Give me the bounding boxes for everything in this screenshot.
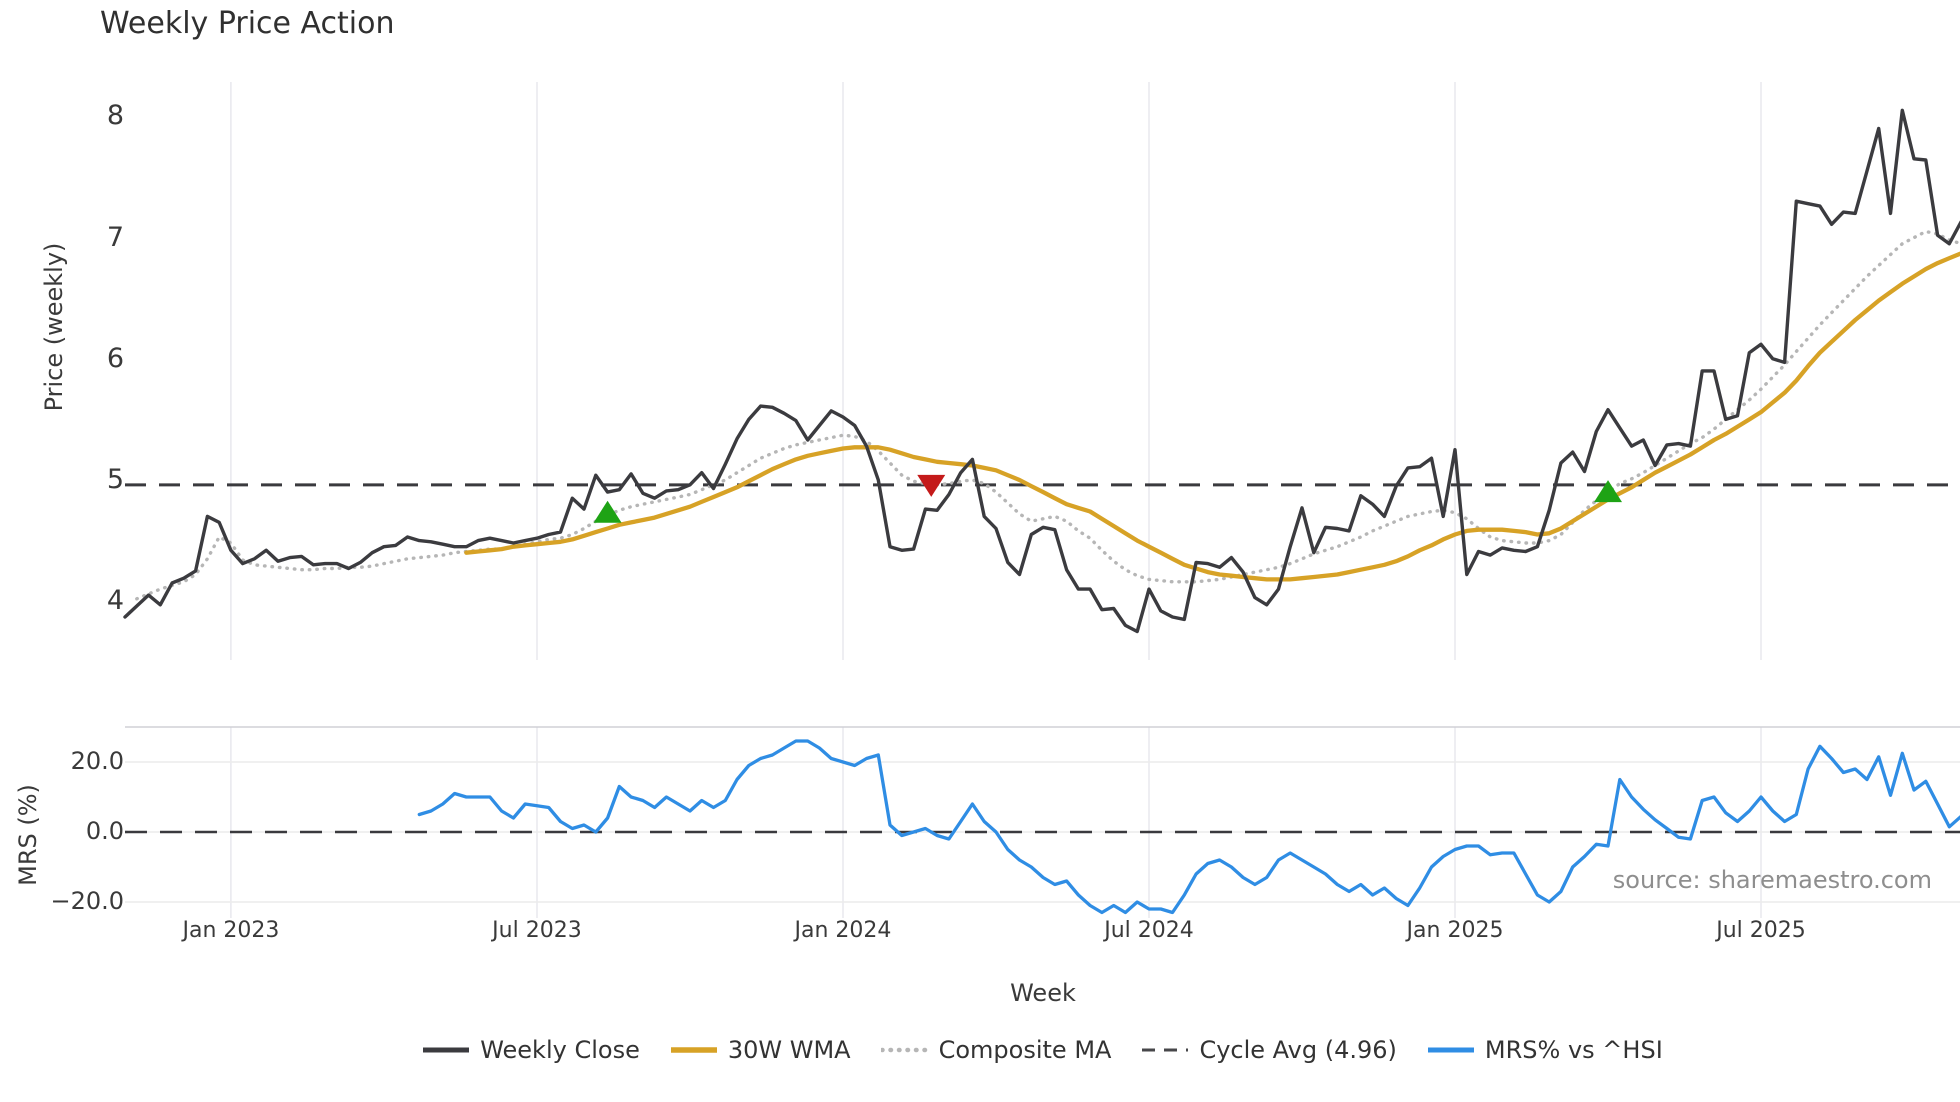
source-note: source: sharemaestro.com	[1612, 866, 1932, 894]
legend-label: Weekly Close	[480, 1036, 640, 1064]
legend-swatch	[1427, 1047, 1474, 1053]
legend-swatch	[880, 1047, 929, 1053]
legend-item: Weekly Close	[422, 1036, 640, 1064]
legend-label: Cycle Avg (4.96)	[1199, 1036, 1397, 1064]
x-tick: Jan 2024	[794, 918, 892, 943]
legend-swatch	[670, 1047, 717, 1053]
x-axis-label: Week	[1010, 979, 1076, 1007]
price-y-tick: 4	[106, 585, 124, 617]
chart-title: Weekly Price Action	[100, 6, 395, 41]
legend-item: Cycle Avg (4.96)	[1141, 1036, 1397, 1064]
price-y-tick: 7	[106, 221, 124, 253]
legend-label: 30W WMA	[727, 1036, 851, 1064]
legend-item: MRS% vs ^HSI	[1427, 1036, 1663, 1064]
weekly-close-line	[123, 108, 1960, 634]
mrs-y-tick: 20.0	[70, 747, 124, 775]
x-tick: Jul 2024	[1104, 918, 1194, 943]
legend-swatch	[423, 1047, 470, 1053]
x-tick: Jul 2025	[1716, 918, 1806, 943]
legend-item: Composite MA	[880, 1036, 1112, 1064]
wma30-line	[464, 251, 1960, 582]
signal-marker-up	[1594, 480, 1623, 503]
x-tick: Jul 2023	[492, 918, 582, 943]
legend-label: MRS% vs ^HSI	[1484, 1036, 1663, 1064]
signal-marker-down	[917, 474, 946, 497]
price-y-tick: 5	[106, 464, 124, 495]
composite-ma-line	[135, 229, 1960, 601]
x-tick: Jan 2023	[182, 918, 280, 943]
legend-item: 30W WMA	[670, 1036, 851, 1064]
signal-marker-up	[593, 500, 622, 523]
mrs-line	[417, 739, 1960, 915]
mrs-y-tick: 0.0	[85, 817, 124, 845]
mrs-y-tick: −20.0	[50, 887, 124, 915]
x-tick: Jan 2025	[1406, 918, 1504, 943]
price-y-axis-label: Price (weekly)	[40, 242, 68, 412]
price-y-tick: 6	[106, 342, 124, 374]
legend-swatch	[1142, 1048, 1189, 1052]
price-y-tick: 8	[106, 100, 124, 132]
chart-legend: Weekly Close 30W WMA Composite MA Cycle Avg…	[125, 1036, 1960, 1064]
legend-label: Composite MA	[938, 1036, 1112, 1064]
